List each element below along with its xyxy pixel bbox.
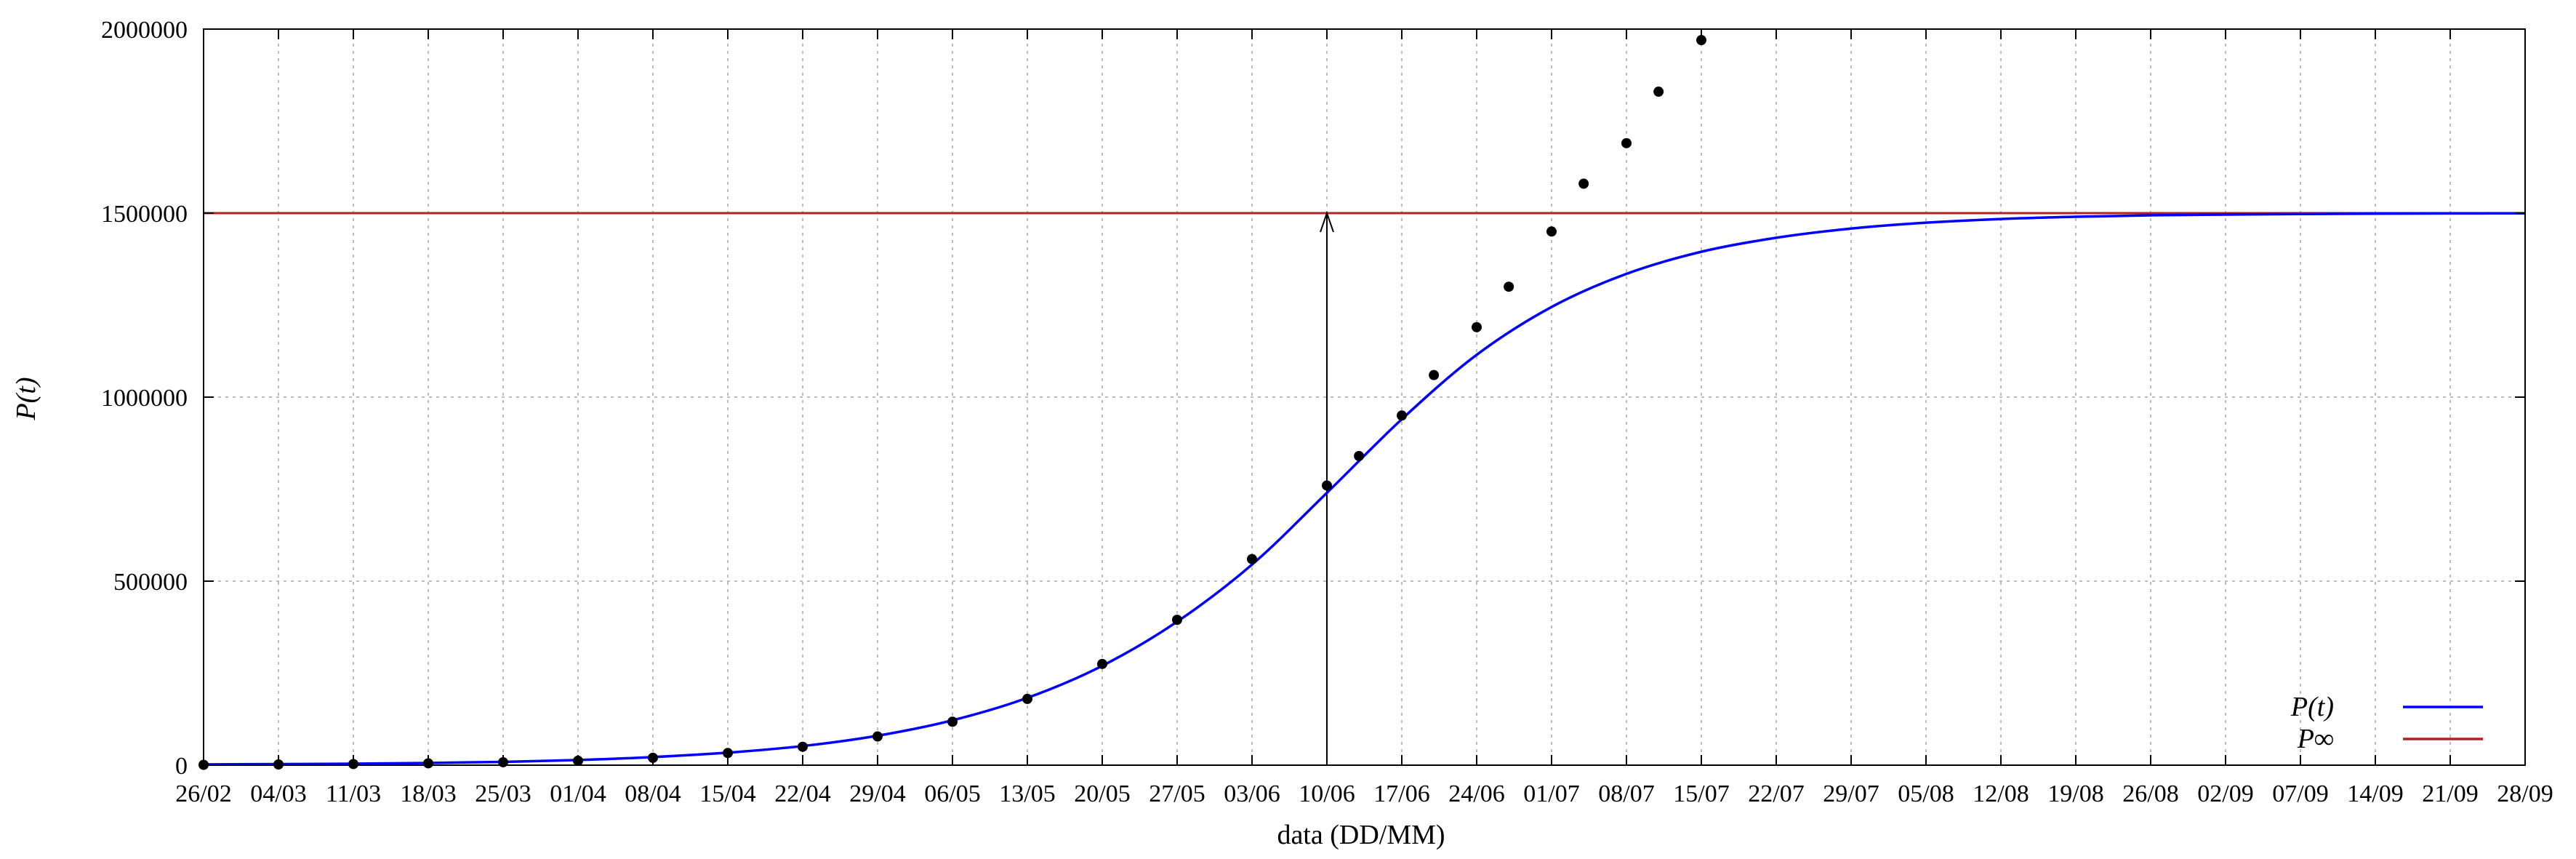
data-point	[1247, 554, 1257, 564]
y-tick-label: 1000000	[101, 385, 188, 412]
x-tick-label: 06/05	[924, 780, 980, 807]
series-p-of-t-curve	[203, 212, 2526, 766]
axes-layer	[203, 28, 2526, 766]
data-point	[1322, 480, 1332, 491]
x-tick-label: 08/04	[625, 780, 681, 807]
x-tick-label: 22/04	[774, 780, 830, 807]
data-point	[1696, 35, 1706, 46]
x-tick-label: 13/05	[999, 780, 1055, 807]
x-tick-label: 22/07	[1748, 780, 1804, 807]
data-point	[798, 741, 808, 752]
legend-label: P∞	[2297, 724, 2334, 754]
x-tick-label: 25/03	[475, 780, 531, 807]
x-tick-label: 01/07	[1523, 780, 1579, 807]
x-tick-label: 12/08	[1973, 780, 2029, 807]
y-tick-label: 1500000	[101, 201, 188, 228]
x-tick-label: 15/04	[699, 780, 755, 807]
x-axis-title: data (DD/MM)	[1277, 820, 1445, 850]
y-tick-labels: 0 500000 1000000 1500000 2000000	[101, 17, 188, 780]
x-tick-label: 02/09	[2197, 780, 2253, 807]
data-point	[872, 731, 883, 742]
plot-frame	[203, 28, 2526, 766]
y-tick-label: 2000000	[101, 17, 188, 44]
y-axis-title: P(t)	[11, 377, 41, 420]
x-tick-label: 28/09	[2497, 780, 2553, 807]
data-point	[1653, 87, 1664, 97]
data-point	[1504, 281, 1514, 292]
y-tick-label: 0	[175, 753, 188, 780]
series-layer	[198, 35, 2526, 770]
x-tick-labels: 26/02 04/03 11/03 18/03 25/03 01/04 08/04 15/04…	[175, 780, 2553, 807]
x-tick-label: 20/05	[1074, 780, 1130, 807]
data-point	[1097, 658, 1107, 669]
x-tick-label: 08/07	[1598, 780, 1654, 807]
x-tick-label: 07/09	[2272, 780, 2328, 807]
x-tick-label: 21/09	[2422, 780, 2478, 807]
x-tick-label: 24/06	[1448, 780, 1504, 807]
data-point	[947, 716, 958, 727]
x-tick-label: 10/06	[1299, 780, 1355, 807]
data-point	[1397, 410, 1407, 421]
legend: P(t)P∞	[2290, 692, 2483, 754]
legend-label: P(t)	[2290, 692, 2334, 722]
data-point	[1472, 321, 1482, 332]
x-tick-label: 05/08	[1898, 780, 1954, 807]
x-tick-label: 03/06	[1224, 780, 1280, 807]
data-point	[1546, 226, 1557, 237]
x-tick-label: 18/03	[400, 780, 456, 807]
x-tick-label: 19/08	[2047, 780, 2103, 807]
x-tick-label: 15/07	[1673, 780, 1729, 807]
annotation-arrow-head	[1320, 210, 1334, 233]
data-point	[1172, 615, 1182, 626]
x-tick-label: 04/03	[250, 780, 306, 807]
x-tick-label: 29/07	[1823, 780, 1879, 807]
x-tick-label: 11/03	[326, 780, 381, 807]
data-point	[1621, 137, 1632, 148]
grid-layer	[204, 29, 2525, 765]
x-tick-label: 26/02	[175, 780, 231, 807]
y-tick-label: 500000	[113, 569, 188, 596]
data-point	[1354, 450, 1365, 461]
x-tick-label: 27/05	[1149, 780, 1205, 807]
x-tick-label: 01/04	[550, 780, 606, 807]
data-point	[1022, 693, 1032, 704]
data-point	[1578, 178, 1589, 189]
data-point	[1429, 369, 1440, 380]
x-tick-label: 17/06	[1373, 780, 1429, 807]
x-tick-label: 26/08	[2122, 780, 2178, 807]
data-point	[723, 748, 733, 759]
x-tick-label: 29/04	[849, 780, 905, 807]
x-tick-label: 14/09	[2347, 780, 2403, 807]
